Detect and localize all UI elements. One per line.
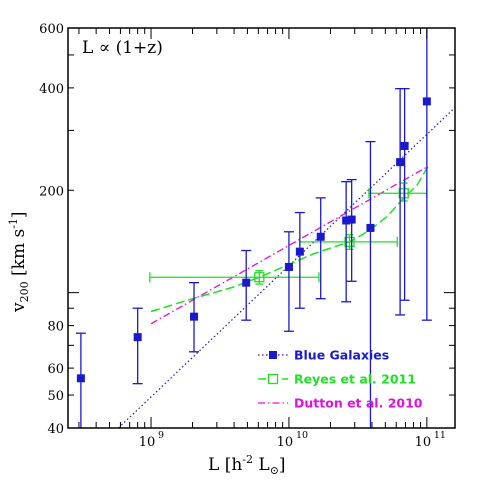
x-axis-title-part: L [h (208, 455, 242, 475)
x-axis-title-part: ⊙ (270, 464, 279, 477)
y-axis-title-part: 200 (18, 281, 31, 302)
filled-square-marker (366, 223, 375, 232)
blue-galaxies-point (189, 282, 200, 353)
x-tick-label-exponent: 9 (158, 430, 164, 441)
blue-galaxies-point (365, 140, 376, 428)
legend: Blue Galaxies Reyes et al. 2011 Dutton et … (258, 348, 423, 411)
filled-square-marker (396, 158, 405, 167)
y-tick-label: 600 (39, 22, 64, 37)
open-square-marker (344, 236, 355, 248)
filled-square-marker (295, 247, 304, 256)
reyes-2011-point (368, 182, 428, 202)
filled-square-marker (133, 333, 142, 342)
legend-marker (267, 373, 279, 385)
legend-marker (269, 351, 277, 359)
legend-item-reyes-2011: Reyes et al. 2011 (258, 372, 416, 387)
filled-square-marker (422, 97, 431, 106)
filled-square-marker (316, 232, 325, 241)
blue-galaxies-point (132, 307, 143, 385)
filled-square-marker (342, 216, 351, 225)
filled-square-marker (242, 278, 251, 287)
open-square-marker (398, 188, 409, 199)
y-axis-title-part: v (9, 302, 29, 313)
legend-label: Reyes et al. 2011 (294, 372, 416, 387)
filled-square-marker (76, 374, 85, 383)
reyes-2011-point (299, 234, 398, 251)
y-tick-label: 200 (39, 184, 64, 199)
x-tick-label: 10 (415, 435, 432, 450)
blue-galaxies-point (241, 249, 252, 321)
legend-label: Dutton et al. 2010 (294, 396, 423, 411)
filled-square-marker (190, 312, 199, 321)
y-tick-label: 400 (39, 82, 64, 97)
x-tick-label-exponent: 10 (296, 430, 308, 441)
blue-galaxies-point (346, 178, 357, 282)
x-tick-label: 10 (139, 435, 156, 450)
x-axis-title-text: L [h-2 L⊙] (208, 453, 286, 477)
y-tick-label: 40 (47, 422, 64, 437)
blue-galaxies-point (75, 332, 86, 428)
y-axis-title-part: ] (9, 211, 29, 218)
x-tick-label: 10 (277, 435, 294, 450)
y-tick-label: 60 (47, 362, 64, 377)
blue-galaxies-point (315, 197, 326, 300)
legend-item-blue-galaxies: Blue Galaxies (258, 348, 389, 363)
blue-galaxies-point (341, 181, 352, 303)
x-tick-label-exponent: 11 (434, 430, 446, 441)
data-layer (75, 28, 456, 429)
y-tick-label: 80 (47, 320, 64, 335)
y-axis-title-text: v200 [km s-1] (7, 211, 31, 313)
y-axis-title: v200 [km s-1] (7, 211, 31, 313)
y-axis-title-part: [km s (9, 229, 29, 282)
blue-galaxies-point (283, 231, 294, 332)
blue-galaxies-point (395, 87, 406, 316)
y-axis-title-part: -1 (7, 218, 20, 229)
blue-galaxies-point (399, 87, 410, 301)
reyes-2011-point (149, 270, 320, 285)
blue-galaxies-point (294, 211, 305, 309)
plot-frame (67, 27, 456, 429)
filled-square-marker (400, 141, 409, 150)
filled-square-marker (284, 262, 293, 271)
blue-galaxies-point (421, 28, 432, 321)
open-square-marker (254, 272, 265, 283)
legend-label: Blue Galaxies (294, 348, 389, 363)
x-axis-title-part: -2 (242, 453, 253, 466)
x-axis-title-part: L (253, 455, 270, 475)
filled-square-marker (347, 215, 356, 224)
x-axis-title-part: ] (279, 455, 286, 475)
y-tick-label: 50 (47, 389, 64, 404)
legend-item-dutton-2010: Dutton et al. 2010 (258, 396, 423, 411)
x-axis-title: L [h-2 L⊙] (208, 453, 286, 477)
annotation-text: L ∝ (1+z) (82, 38, 163, 58)
